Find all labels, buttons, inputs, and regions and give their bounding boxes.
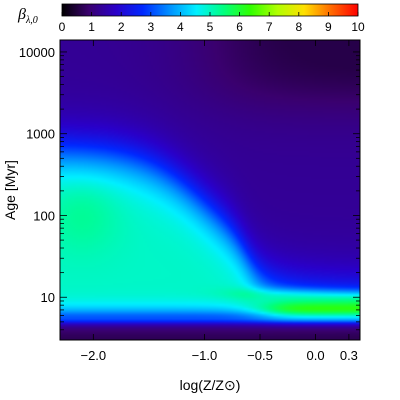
colorbar-label-sub: λ,0 <box>25 15 38 26</box>
y-axis-ticks: 10 100 1000 10000 <box>19 45 360 341</box>
colorbar-tick-label: 10 <box>351 20 365 34</box>
colorbar: 0 1 2 3 4 5 6 7 8 9 10 βλ,0 <box>17 3 365 34</box>
y-tick-label: 10000 <box>19 45 55 60</box>
colorbar-tick-label: 5 <box>207 20 214 34</box>
colorbar-tick-label: 2 <box>118 20 125 34</box>
x-tick-label: −2.0 <box>80 348 106 363</box>
plot-area: −2.0 −1.0 −0.5 0.0 0.3 10 100 1000 10000 <box>19 39 361 363</box>
colorbar-tick-label: 9 <box>325 20 332 34</box>
colorbar-tick-label: 7 <box>266 20 273 34</box>
y-axis-label: Age [Myr] <box>2 160 18 220</box>
colorbar-tick-label: 3 <box>147 20 154 34</box>
x-tick-label: −0.5 <box>247 348 273 363</box>
x-tick-label: 0.3 <box>340 348 358 363</box>
colorbar-tick-label: 4 <box>177 20 184 34</box>
x-tick-label: −1.0 <box>192 348 218 363</box>
colorbar-tick-label: 8 <box>295 20 302 34</box>
colorbar-tick-label: 0 <box>59 20 66 34</box>
x-tick-label: 0.0 <box>307 348 325 363</box>
colorbar-label-main: β <box>17 6 26 23</box>
colorbar-tick-label: 6 <box>236 20 243 34</box>
colorbar-ticks: 0 1 2 3 4 5 6 7 8 9 10 <box>59 12 365 34</box>
y-tick-label: 1000 <box>26 127 55 142</box>
x-axis-ticks: −2.0 −1.0 −0.5 0.0 0.3 <box>80 40 358 363</box>
colorbar-tick-label: 1 <box>88 20 95 34</box>
y-tick-label: 100 <box>33 208 55 223</box>
colorbar-label: βλ,0 <box>17 6 38 26</box>
x-axis-label: log(Z/Z⊙) <box>180 377 241 393</box>
y-tick-label: 10 <box>41 290 55 305</box>
plot-frame <box>59 39 361 341</box>
heatmap-image <box>60 40 360 340</box>
